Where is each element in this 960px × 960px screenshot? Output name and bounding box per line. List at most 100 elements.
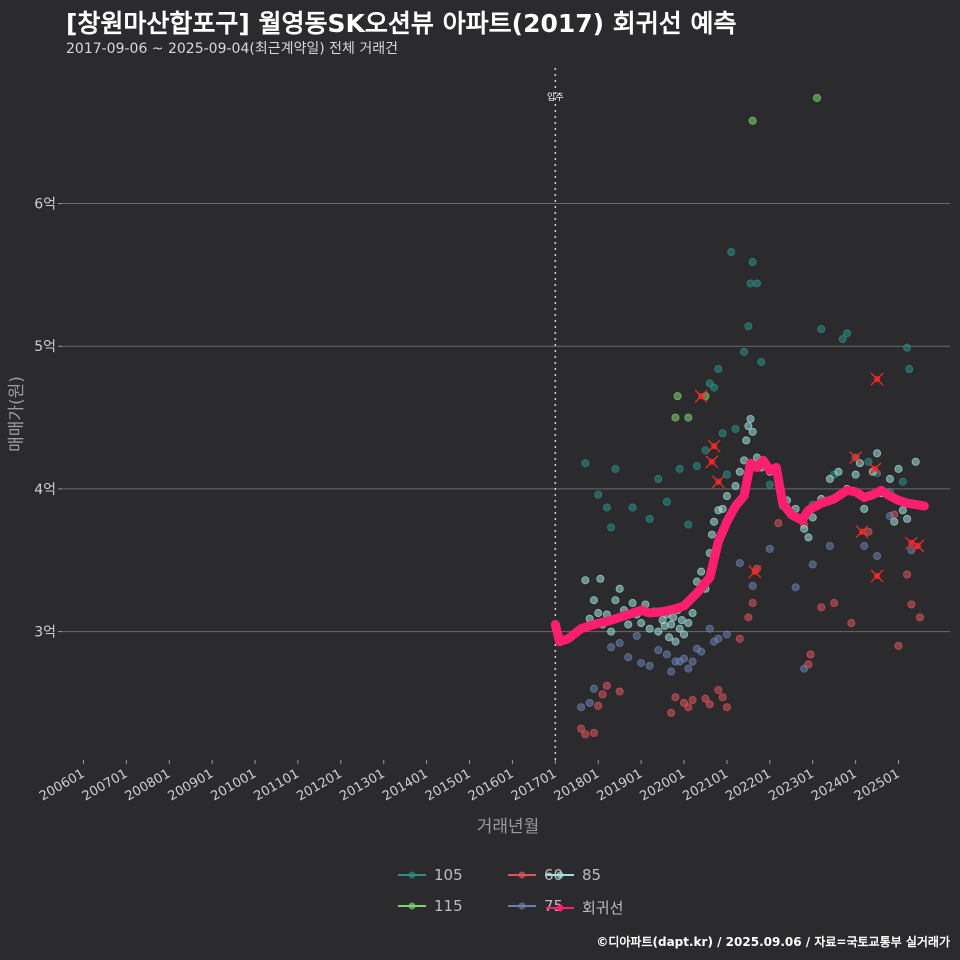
source-caption: ©디아파트(dapt.kr) / 2025.09.06 / 자료=국토교통부 실…	[596, 935, 950, 949]
data-point-105	[654, 474, 663, 483]
data-point-75	[907, 546, 916, 555]
data-point-60	[589, 728, 598, 737]
data-point-85	[677, 616, 686, 625]
data-point-85	[596, 574, 605, 583]
data-point-75	[714, 634, 723, 643]
data-point-85	[654, 627, 663, 636]
data-point-85	[707, 530, 716, 539]
data-point-115	[813, 93, 822, 102]
flagged-point	[873, 375, 881, 383]
data-point-105	[727, 248, 736, 257]
legend-label: 105	[434, 866, 463, 884]
data-point-85	[834, 467, 843, 476]
flagged-point	[858, 528, 866, 535]
data-point-60	[577, 724, 586, 733]
data-point-85	[825, 474, 834, 483]
x-tick-label: 200601	[37, 766, 87, 804]
data-point-75	[873, 551, 882, 560]
data-point-75	[585, 698, 594, 707]
data-point-85	[742, 436, 751, 445]
data-point-85	[607, 627, 616, 636]
data-point-85	[675, 624, 684, 633]
data-point-85	[804, 533, 813, 542]
data-point-85	[710, 517, 719, 526]
data-point-85	[718, 504, 727, 513]
x-tick-label: 201401	[380, 766, 430, 804]
data-point-85	[680, 630, 689, 639]
data-point-75	[680, 654, 689, 663]
flagged-point	[710, 442, 718, 450]
flagged-point	[697, 392, 705, 400]
data-point-85	[611, 596, 620, 605]
flagged-point	[871, 465, 879, 473]
data-point-60	[806, 650, 815, 659]
data-point-75	[800, 664, 809, 673]
flagged-point	[852, 454, 859, 461]
data-point-85	[697, 567, 706, 576]
x-tick-label: 202201	[723, 766, 773, 804]
data-point-60	[744, 613, 753, 622]
data-point-75	[684, 664, 693, 673]
data-point-60	[722, 703, 731, 712]
data-point-105	[740, 347, 749, 356]
data-point-75	[645, 661, 654, 670]
data-point-60	[718, 693, 727, 702]
flagged-point	[715, 478, 722, 485]
data-point-105	[843, 329, 852, 338]
data-point-115	[748, 116, 757, 125]
flagged-point	[873, 572, 881, 580]
data-point-105	[898, 477, 907, 486]
data-point-105	[692, 462, 701, 471]
data-point-75	[654, 646, 663, 655]
data-point-75	[860, 541, 869, 550]
data-point-105	[817, 325, 826, 334]
data-point-105	[710, 383, 719, 392]
x-tick-label: 202001	[638, 766, 688, 804]
y-tick-label: 4억	[34, 482, 56, 498]
flagged-point	[751, 568, 759, 575]
data-point-75	[589, 684, 598, 693]
data-point-60	[688, 696, 697, 705]
legend-label: 115	[434, 897, 463, 915]
legend-label: 회귀선	[582, 899, 624, 917]
data-point-85	[589, 596, 598, 605]
y-tick-label: 6억	[34, 197, 56, 213]
data-point-105	[645, 514, 654, 523]
data-point-105	[581, 459, 590, 468]
data-point-60	[748, 599, 757, 608]
x-tick-label: 201901	[595, 766, 645, 804]
data-point-75	[791, 583, 800, 592]
chart-title: [창원마산합포구] 월영동SK오션뷰 아파트(2017) 회귀선 예측	[66, 9, 737, 38]
data-point-75	[748, 581, 757, 590]
data-point-85	[594, 609, 603, 618]
data-point-75	[825, 541, 834, 550]
data-point-85	[684, 619, 693, 628]
data-point-85	[800, 524, 809, 533]
legend-item-regression: 회귀선	[546, 897, 623, 918]
data-point-75	[624, 653, 633, 662]
data-point-60	[602, 681, 611, 690]
data-point-60	[915, 613, 924, 622]
data-point-60	[714, 686, 723, 695]
data-point-105	[744, 322, 753, 331]
data-point-60	[735, 634, 744, 643]
data-point-85	[667, 620, 676, 629]
flagged-point	[914, 542, 922, 550]
data-point-105	[731, 424, 740, 433]
data-point-85	[911, 457, 920, 466]
x-tick-label: 201801	[552, 766, 602, 804]
data-point-60	[701, 694, 710, 703]
data-point-85	[898, 506, 907, 515]
data-point-85	[624, 620, 633, 629]
y-tick-label: 3억	[34, 625, 56, 641]
data-point-105	[662, 497, 671, 506]
data-point-75	[667, 667, 676, 676]
data-point-75	[765, 544, 774, 553]
data-point-105	[748, 258, 757, 267]
data-point-75	[637, 658, 646, 667]
data-point-85	[688, 609, 697, 618]
data-point-60	[817, 603, 826, 612]
data-point-60	[667, 708, 676, 717]
data-point-85	[628, 599, 637, 608]
